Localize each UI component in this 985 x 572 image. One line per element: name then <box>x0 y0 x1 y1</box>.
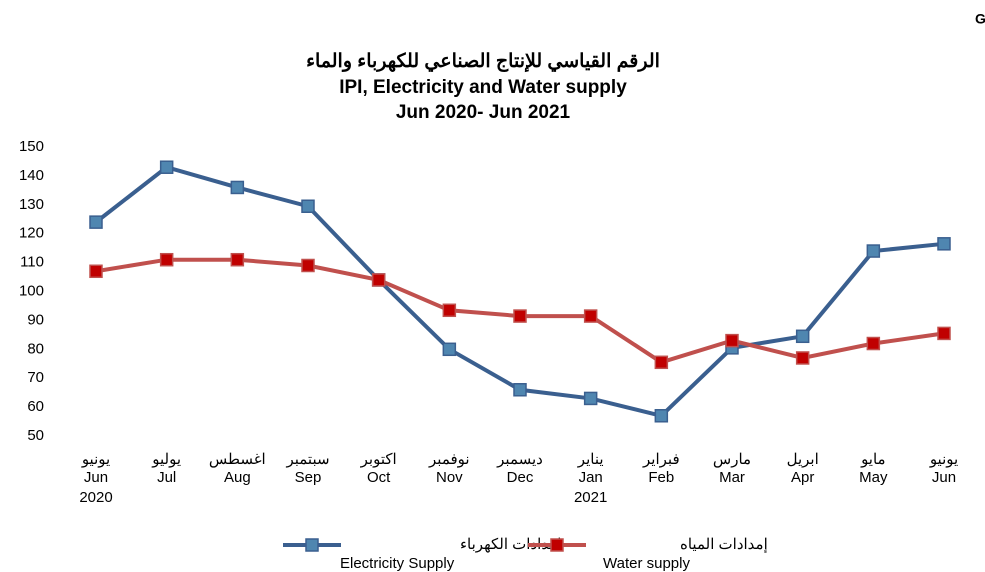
marker <box>301 258 315 273</box>
marker <box>513 309 527 323</box>
legend-label-ar: امدادات الكهرباء <box>460 536 561 553</box>
marker <box>583 309 598 323</box>
series-line <box>94 165 945 418</box>
y-tick-label: 150 <box>19 138 44 155</box>
x-tick-label-ar: ديسمبر <box>496 451 543 468</box>
marker <box>89 215 103 229</box>
x-tick-label: Jul <box>157 469 176 486</box>
x-year-label: 2021 <box>574 489 607 506</box>
marker <box>371 273 386 287</box>
y-tick-label: 60 <box>27 398 44 415</box>
marker <box>159 252 174 267</box>
y-tick-label: 80 <box>27 340 44 357</box>
marker <box>937 326 951 341</box>
x-tick-label: Jan <box>579 469 603 486</box>
marker <box>725 333 739 348</box>
legend-label: Electricity Supply <box>340 555 455 572</box>
marker <box>795 329 810 344</box>
marker <box>654 409 669 423</box>
x-tick-label-ar: اغسطس <box>209 451 266 468</box>
legend-label-ar: إمدادات المياه <box>680 536 768 553</box>
y-tick-label: 70 <box>27 369 44 386</box>
marker <box>866 244 881 258</box>
x-tick-label: Jun <box>84 469 108 486</box>
marker <box>937 237 951 251</box>
marker <box>442 342 457 357</box>
chart-title: IPI, Electricity and Water supply <box>339 77 627 98</box>
marker <box>230 252 245 267</box>
x-tick-label: Dec <box>507 469 534 486</box>
legend-marker <box>305 538 319 552</box>
x-tick-label: Sep <box>295 469 322 486</box>
heading: رسم بياني (4) Graph <box>975 11 985 28</box>
x-tick-label: Apr <box>791 469 814 486</box>
marker <box>230 180 245 195</box>
x-tick-label-ar: مايو <box>860 451 886 468</box>
x-tick-label-ar: يوليو <box>151 451 181 468</box>
marker <box>442 303 457 318</box>
y-tick-label: 110 <box>20 254 44 271</box>
marker <box>795 351 810 365</box>
title-ar: الرقم القياسي للإنتاج الصناعي للكهرباء و… <box>306 51 660 73</box>
y-tick-label: 140 <box>19 167 44 184</box>
x-tick-label-ar: اكتوبر <box>360 451 397 468</box>
marker <box>301 199 315 213</box>
legend-label: Water supply <box>603 555 690 572</box>
x-tick-label: Oct <box>367 469 391 486</box>
x-tick-label-ar: فبراير <box>642 451 680 468</box>
legend-marker <box>550 538 564 552</box>
x-tick-label: Feb <box>648 469 674 486</box>
y-tick-label: 120 <box>19 225 44 242</box>
x-tick-label-ar: ابريل <box>787 451 819 468</box>
marker <box>159 160 174 174</box>
x-tick-label: Mar <box>719 469 745 486</box>
chart-subtitle: Jun 2020- Jun 2021 <box>396 102 571 123</box>
marker <box>89 264 103 279</box>
marker <box>866 336 881 351</box>
x-year-label: 2020 <box>79 489 112 506</box>
x-tick-label-ar: يونيو <box>929 451 958 468</box>
y-tick-label: 50 <box>27 427 44 444</box>
x-tick-label: Jun <box>932 469 956 486</box>
x-tick-label-ar: مارس <box>713 451 751 468</box>
x-tick-label: Aug <box>224 469 251 486</box>
marker <box>513 383 527 397</box>
x-tick-label-ar: نوفمبر <box>428 451 470 468</box>
y-tick-label: 130 <box>19 196 44 213</box>
x-tick-label: Nov <box>436 469 463 486</box>
x-tick-label: May <box>859 469 888 486</box>
x-tick-label-ar: يناير <box>577 451 604 468</box>
y-tick-label: 100 <box>19 282 44 299</box>
x-tick-label-ar: سبتمبر <box>285 451 329 468</box>
y-tick-label: 90 <box>27 311 44 328</box>
marker <box>654 355 669 370</box>
x-tick-label-ar: يونيو <box>81 451 110 468</box>
marker <box>583 391 598 406</box>
